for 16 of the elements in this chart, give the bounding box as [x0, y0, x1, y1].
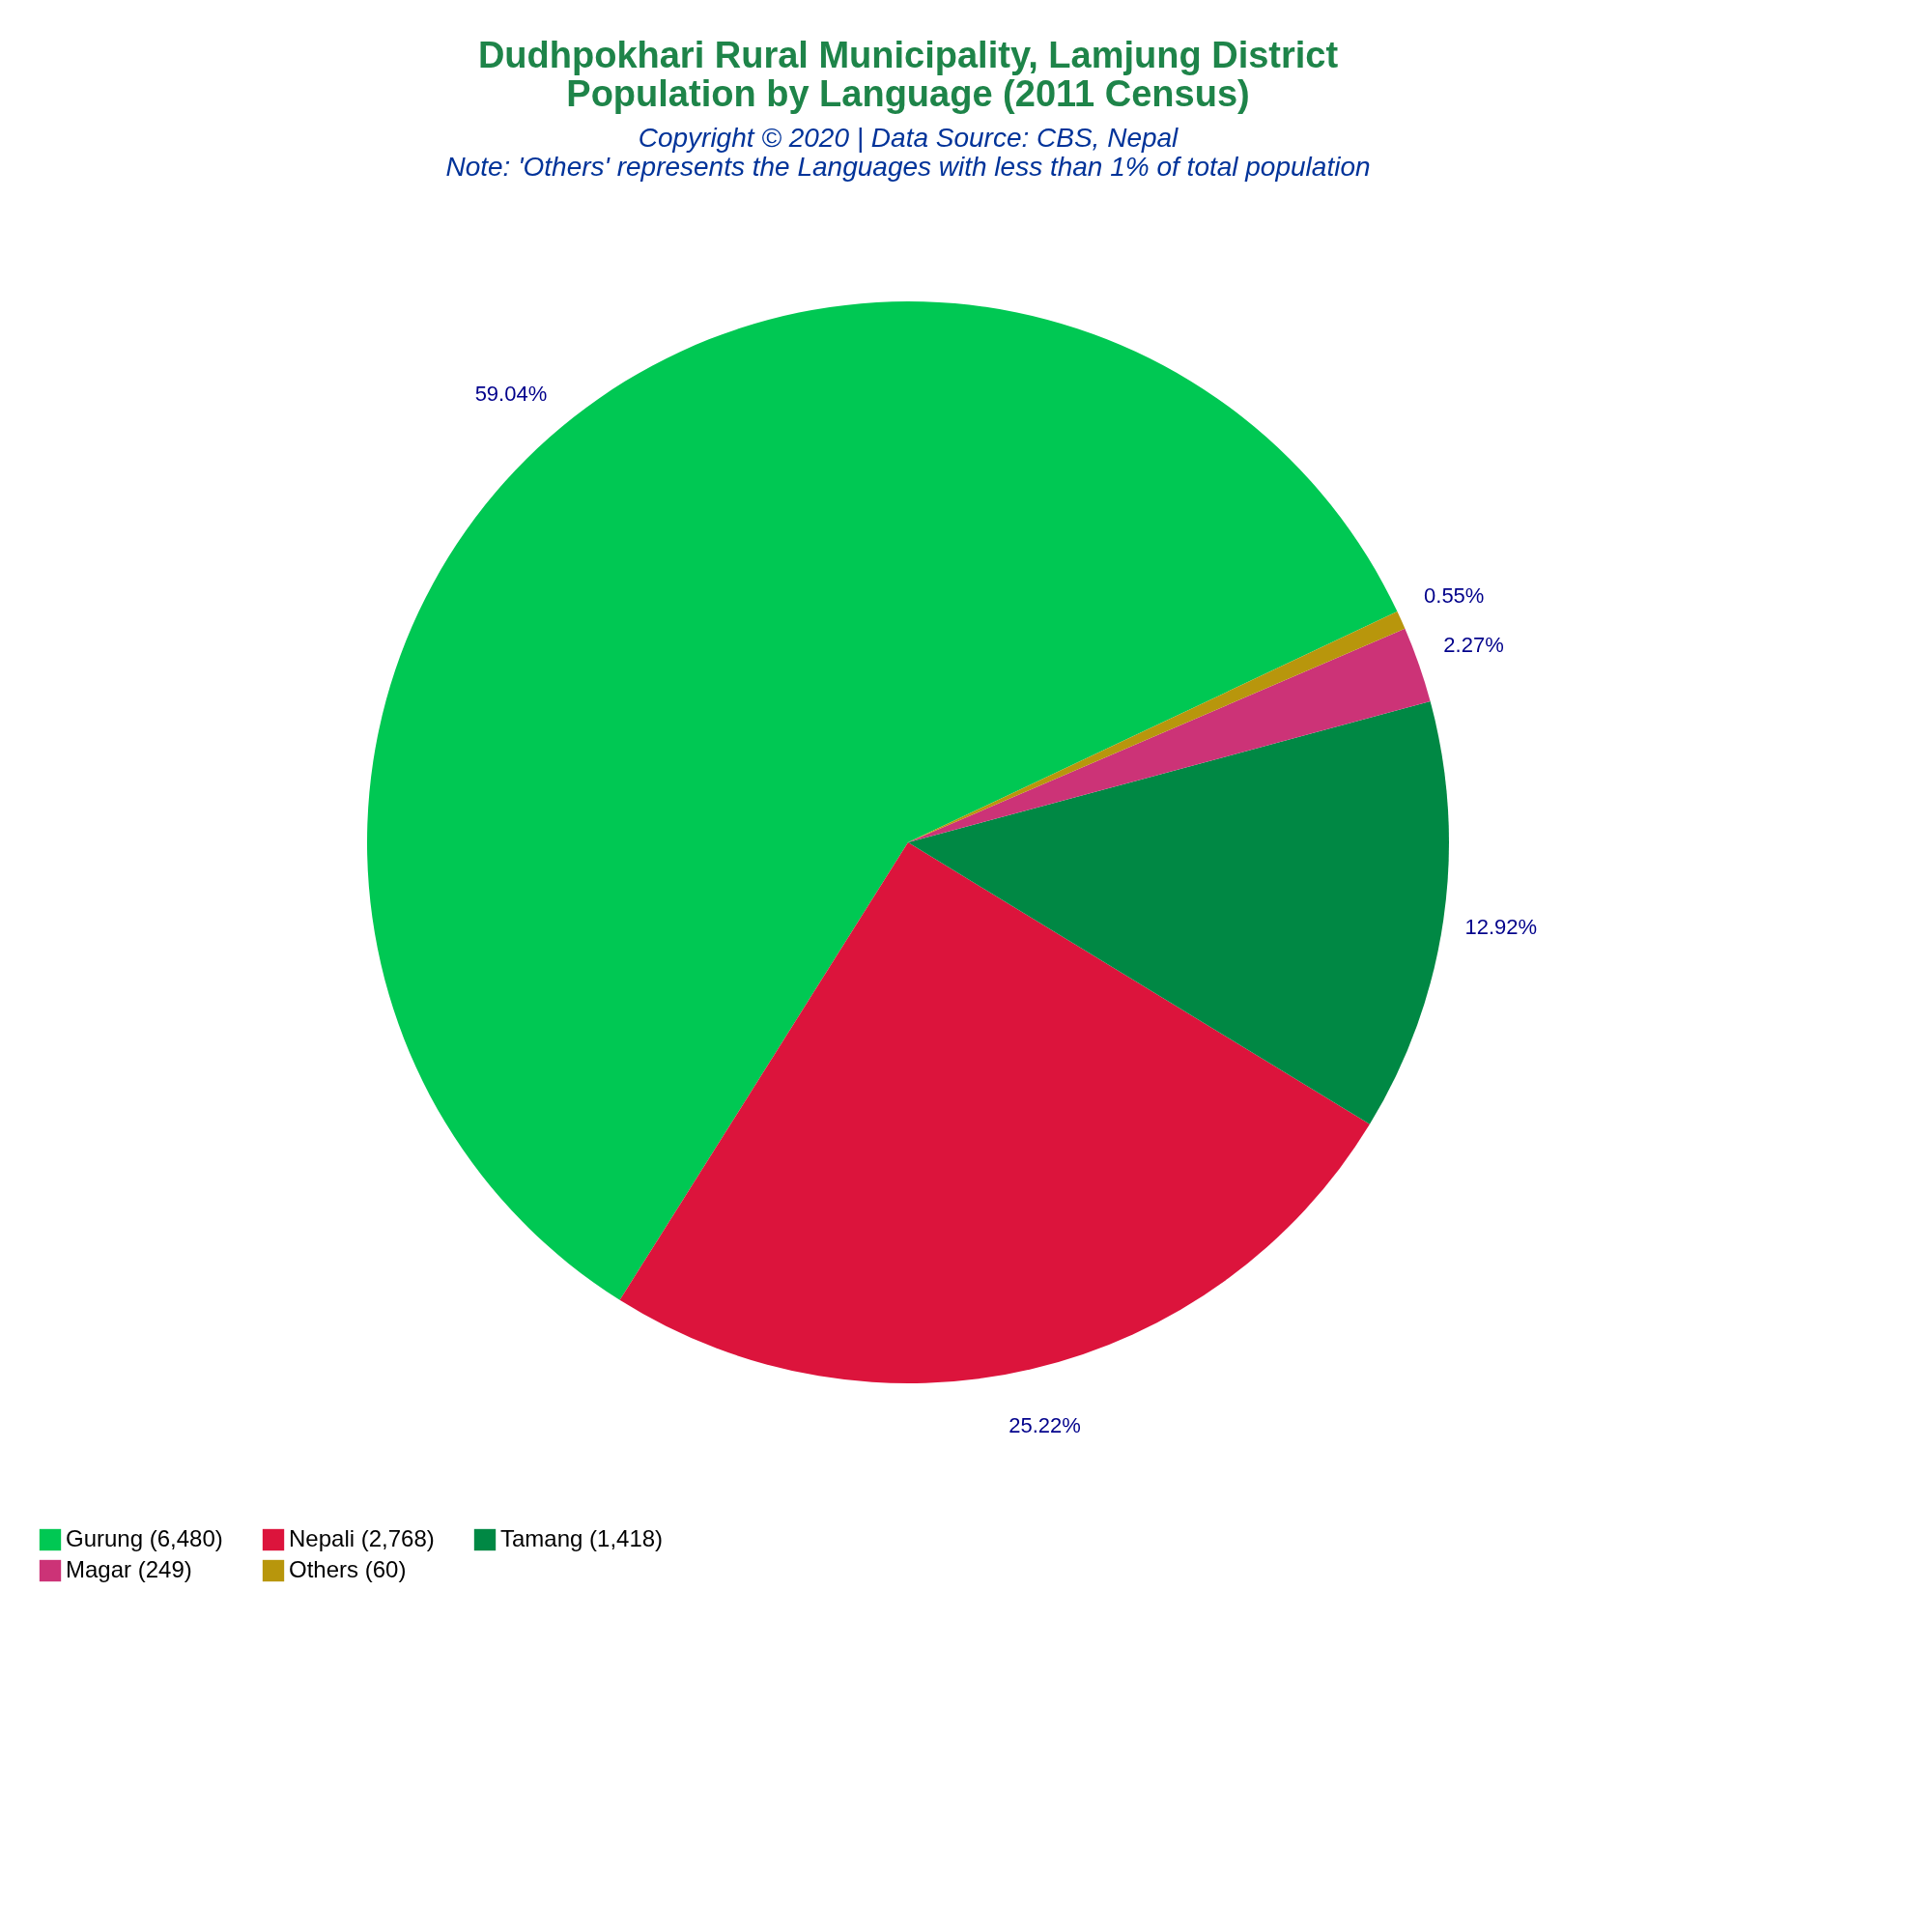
data-label: 0.55% [1424, 583, 1485, 609]
legend-label: Nepali (2,768) [289, 1525, 435, 1551]
data-label: 2.27% [1443, 633, 1504, 658]
data-label: 12.92% [1464, 914, 1538, 939]
legend-label: Others (60) [289, 1556, 407, 1582]
chart-title: Dudhpokhari Rural Municipality, Lamjung District Population by Language (2011 Census) [477, 35, 1339, 114]
pie-slice [908, 701, 1449, 1124]
pie-slice [619, 842, 1370, 1383]
legend-label: Gurung (6,480) [66, 1525, 223, 1551]
data-label: 59.04% [474, 381, 548, 406]
data-label: 25.22% [1009, 1412, 1081, 1437]
legend-label: Tamang (1,418) [500, 1525, 664, 1551]
text: Note: 'Others' represents the Languages with less than 1% of total population [445, 152, 1371, 182]
chart-subtitle: Copyright © 2020 | Data Source: CBS, Nepal [638, 123, 1179, 153]
legend-label: Magar (249) [66, 1556, 192, 1582]
pie-slice [367, 301, 1398, 1300]
